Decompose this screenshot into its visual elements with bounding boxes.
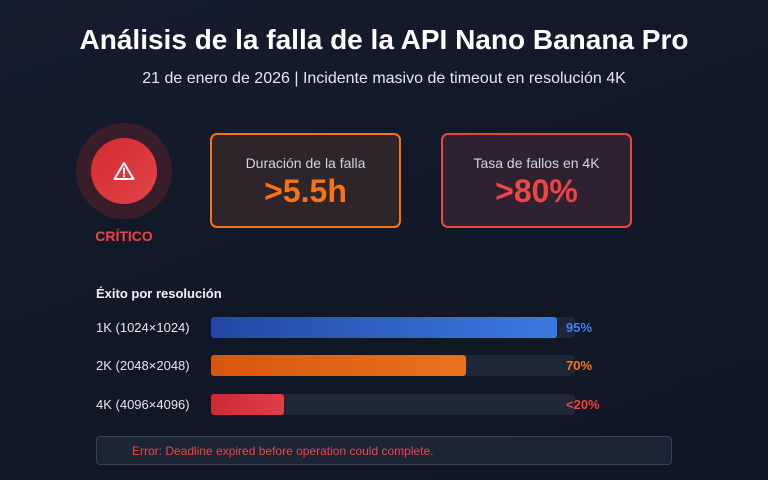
bar-fill xyxy=(211,355,466,376)
bar-value: <20% xyxy=(566,397,600,412)
metric-label: Duración de la falla xyxy=(245,155,366,171)
metric-value: >5.5h xyxy=(264,173,347,209)
section-title: Éxito por resolución xyxy=(96,286,222,301)
bar-track xyxy=(211,394,575,415)
warning-triangle-icon xyxy=(113,162,135,180)
page-subtitle: 21 de enero de 2026 | Incidente masivo d… xyxy=(142,70,626,87)
bar-value: 95% xyxy=(566,320,593,335)
bar-label: 2K (2048×2048) xyxy=(96,358,190,373)
bar-track xyxy=(211,355,575,376)
page-title: Análisis de la falla de la API Nano Bana… xyxy=(79,24,689,55)
bar-fill xyxy=(211,394,284,415)
metric-card-duration: Duración de la falla >5.5h xyxy=(210,133,401,228)
bar-track xyxy=(211,317,575,338)
severity-label: CRÍTICO xyxy=(95,228,153,244)
bar-label: 1K (1024×1024) xyxy=(96,320,190,335)
bar-value: 70% xyxy=(566,358,593,373)
bar-label: 4K (4096×4096) xyxy=(96,397,190,412)
metric-label: Tasa de fallos en 4K xyxy=(473,155,600,171)
severity-badge xyxy=(91,138,157,204)
metric-value: >80% xyxy=(495,173,578,209)
metric-card-failure-rate: Tasa de fallos en 4K >80% xyxy=(441,133,632,228)
error-message: Error: Deadline expired before operation… xyxy=(132,444,434,458)
bar-fill xyxy=(211,317,557,338)
error-box: Error: Deadline expired before operation… xyxy=(96,436,672,465)
